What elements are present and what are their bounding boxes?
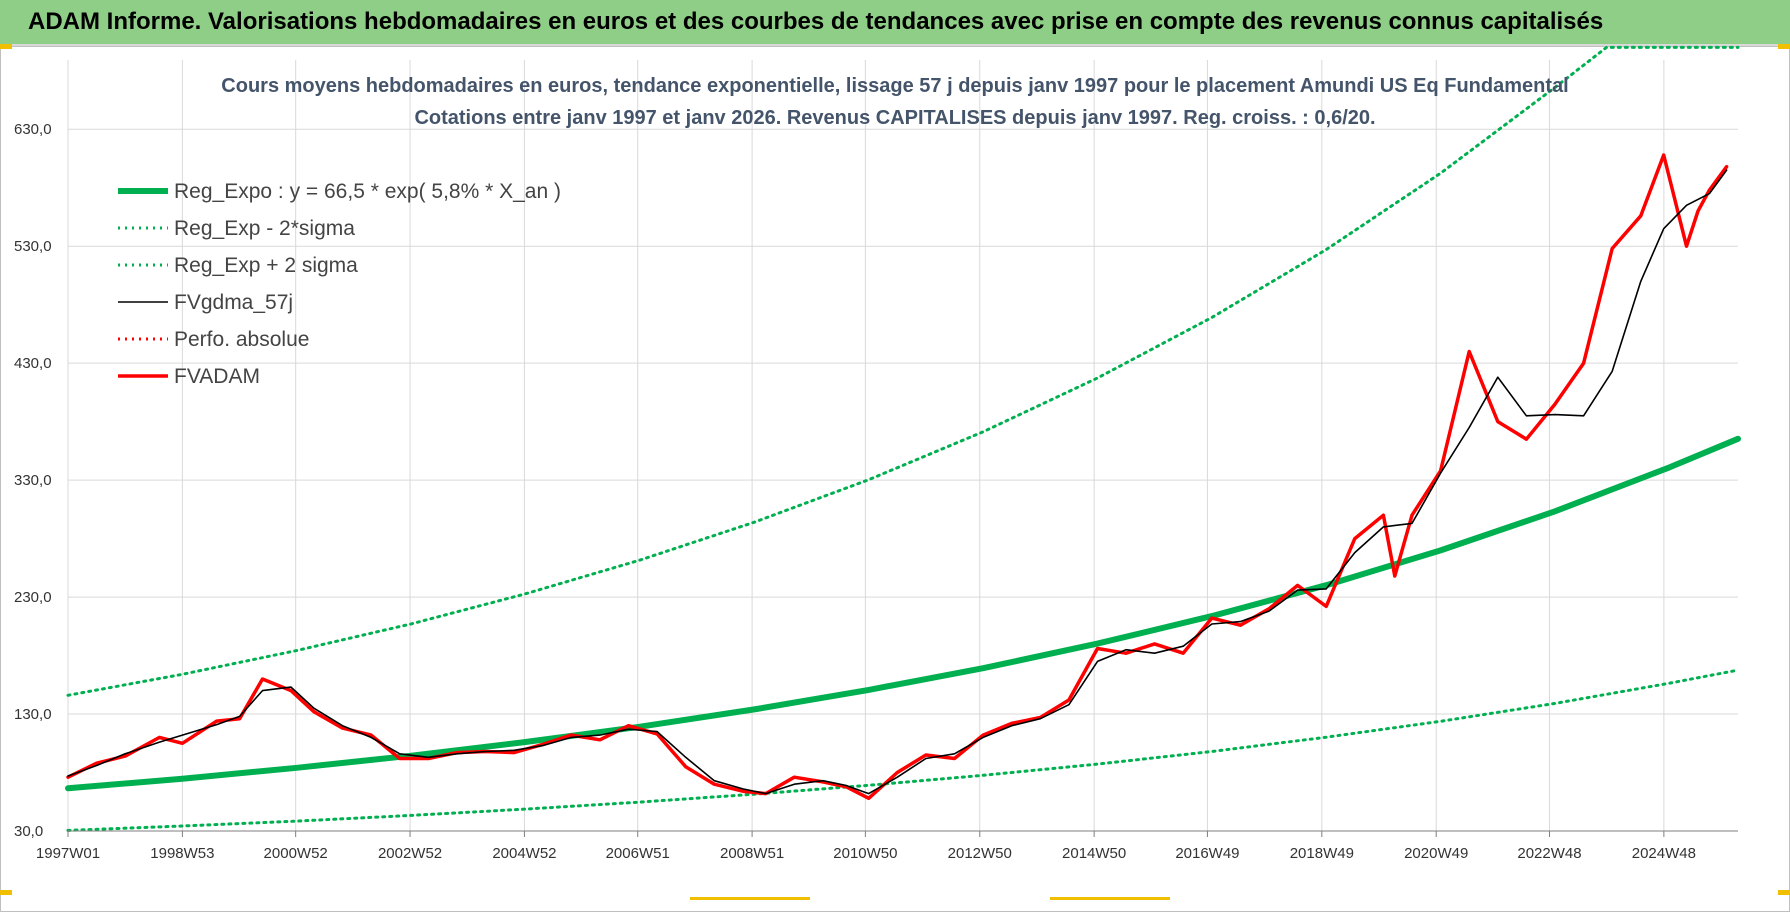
series-line-reg-expo-y-66-5-exp-5-8-x-an — [65, 435, 1741, 792]
x-tick-label: 2010W50 — [833, 845, 897, 862]
x-tick-label: 2016W49 — [1175, 845, 1239, 862]
x-tick-label: 2004W52 — [492, 845, 556, 862]
x-tick-label: 2024W48 — [1632, 845, 1696, 862]
x-tick-label: 2008W51 — [720, 845, 784, 862]
legend-label: Reg_Expo : y = 66,5 * exp( 5,8% * X_an ) — [174, 180, 561, 203]
series-line-fvgdma-57j — [67, 169, 1728, 795]
x-tick-label: 2000W52 — [264, 845, 328, 862]
y-tick-label: 530,0 — [14, 238, 52, 255]
x-tick-label: 2018W49 — [1290, 845, 1354, 862]
series-line-reg-exp-2-sigma — [66, 668, 1740, 832]
legend: Reg_Expo : y = 66,5 * exp( 5,8% * X_an )… — [118, 180, 561, 388]
y-tick-label: 630,0 — [14, 121, 52, 138]
y-tick-label: 130,0 — [14, 706, 52, 723]
report-banner: ADAM Informe. Valorisations hebdomadaire… — [0, 0, 1790, 46]
grid — [67, 60, 1738, 832]
chart-title: Cours moyens hebdomadaires en euros, ten… — [221, 75, 1568, 97]
corner-mark — [0, 890, 12, 895]
chart-subtitle: Cotations entre janv 1997 et janv 2026. … — [414, 107, 1375, 129]
series-layer — [65, 45, 1741, 832]
x-tick-label: 1998W53 — [150, 845, 214, 862]
corner-mark — [1778, 44, 1790, 49]
corner-mark — [0, 44, 12, 49]
x-tick-label: 2006W51 — [606, 845, 670, 862]
legend-label: Reg_Exp + 2 sigma — [174, 254, 358, 277]
x-tick-label: 1997W01 — [36, 845, 100, 862]
y-tick-label: 330,0 — [14, 472, 52, 489]
corner-mark — [1778, 890, 1790, 895]
legend-label: FVgdma_57j — [174, 291, 293, 314]
legend-label: Reg_Exp - 2*sigma — [174, 217, 355, 240]
x-tick-label: 2014W50 — [1062, 845, 1126, 862]
legend-label: FVADAM — [174, 365, 260, 388]
axes: 30,0 130,0 230,0 330,0 430,0 530,0 630,0 1997W0… — [14, 121, 1738, 900]
y-tick-label: 430,0 — [14, 355, 52, 372]
series-line-fvadam — [66, 153, 1729, 801]
x-tick-label: 2012W50 — [948, 845, 1012, 862]
x-tick-label: 2020W49 — [1404, 845, 1468, 862]
x-tick-label: 2022W48 — [1517, 845, 1581, 862]
y-tick-label: 30,0 — [14, 823, 43, 840]
bottom-mark — [690, 897, 810, 900]
y-tick-label: 230,0 — [14, 589, 52, 606]
x-tick-label: 2002W52 — [378, 845, 442, 862]
report-title: ADAM Informe. Valorisations hebdomadaire… — [28, 8, 1604, 35]
legend-label: Perfo. absolue — [174, 328, 309, 351]
series-line-reg-exp-2-sigma — [66, 45, 1740, 697]
bottom-mark — [1050, 897, 1170, 900]
